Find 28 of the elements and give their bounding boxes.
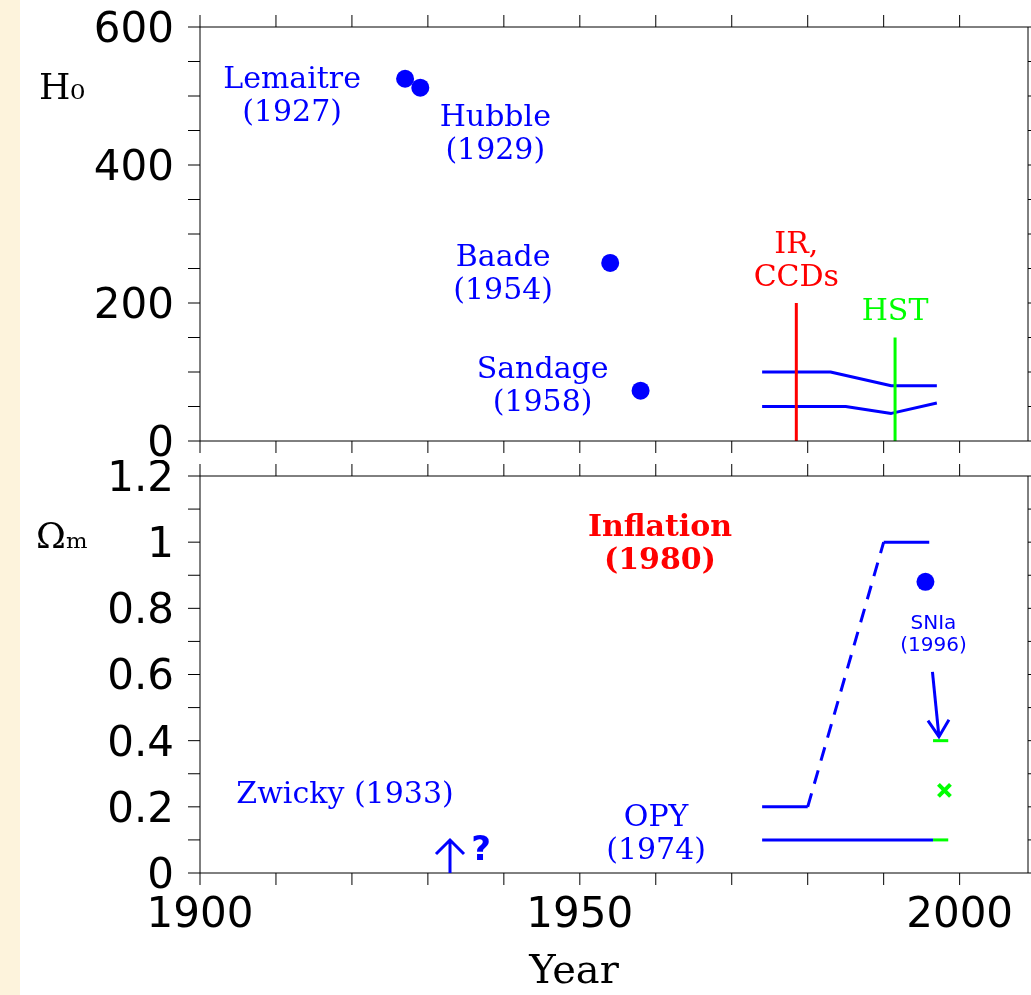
x-tick-label: 1950 [526,887,634,937]
y-tick-label: 0.4 [107,716,174,766]
point [411,78,430,97]
annotation: Inflation (1980) [587,507,733,575]
y-axis-title: Ωₘ [36,515,88,556]
series-label: HST [861,291,929,327]
y-tick-label: 400 [93,140,174,190]
x-axis-title: Year [528,946,620,992]
annotation: SNIa (1996) [900,609,967,656]
y-tick-label: 1 [147,518,174,568]
annotation: Sandage (1958) [476,349,609,418]
y-tick-label: 200 [93,278,174,328]
y-tick-label: 0.6 [107,650,174,700]
annotation: Lemaitre (1927) [223,59,361,128]
annotation: OPY (1974) [606,797,707,866]
point [601,253,620,272]
annotation: Zwicky (1933) [236,774,454,810]
y-axis-title: H₀ [39,66,85,107]
annotation: Hubble (1929) [439,97,551,166]
annotation: Baade (1954) [453,237,554,306]
point [631,381,650,400]
y-tick-label: 0.8 [107,584,174,634]
y-tick-label: 0.2 [107,782,174,832]
series-label: IR, CCDs [753,224,839,292]
y-tick-label: 600 [93,2,174,52]
x-tick-label: 2000 [906,887,1014,937]
annotation: ? [471,828,491,868]
point [396,69,415,88]
